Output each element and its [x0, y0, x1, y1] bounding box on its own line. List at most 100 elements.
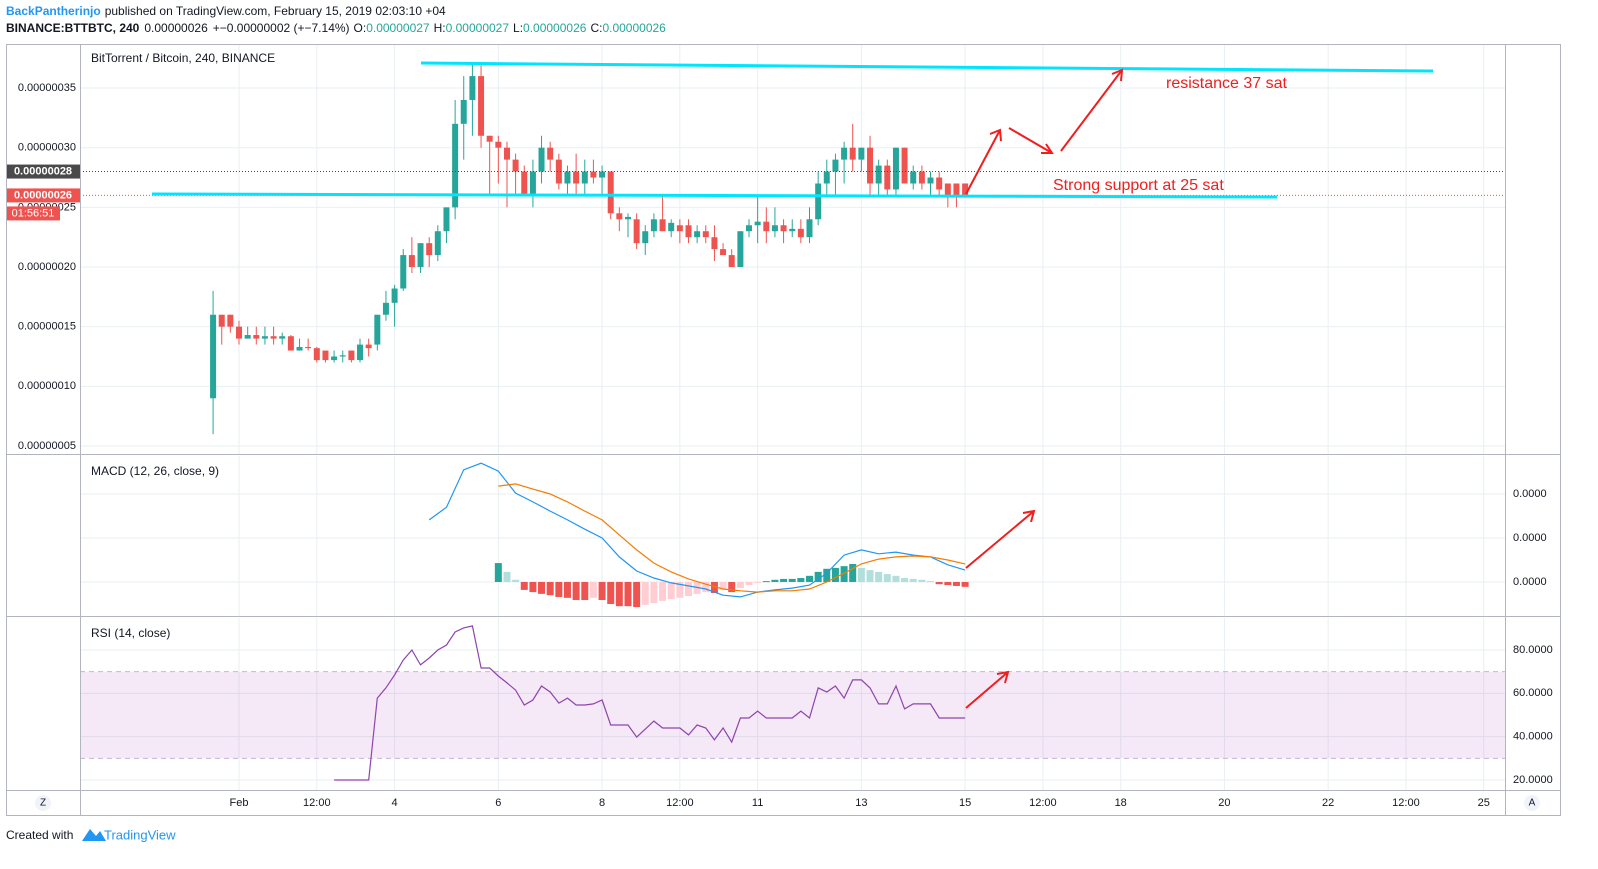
candle-body [573, 171, 580, 184]
candle-body [296, 346, 303, 351]
candle-body [642, 231, 649, 244]
y-tick-label: 0.0000 [1513, 488, 1547, 500]
histogram-bar [719, 581, 727, 590]
price-label-box [6, 188, 80, 203]
histogram-bar [797, 578, 805, 582]
candle-body [218, 314, 225, 327]
plot: 0.00000005 0.00000010 0.00000015 0.00000020… [6, 45, 1553, 809]
histogram-bar [918, 579, 926, 582]
candle-body [806, 219, 813, 238]
candle-body [875, 165, 882, 184]
candle-body [452, 123, 459, 208]
histogram-bar [762, 581, 770, 583]
histogram-bar [935, 581, 943, 585]
ohlc-value: 0.00000026 [523, 21, 587, 35]
candle-body [823, 171, 830, 184]
histogram-bar [831, 567, 839, 582]
histogram-bar [849, 563, 857, 582]
candle-body [261, 336, 268, 339]
x-tick-label: 15 [959, 797, 971, 809]
histogram-bar [840, 566, 848, 582]
candle-body [659, 219, 666, 232]
x-tick-label: 6 [495, 797, 501, 809]
x-tick-label: 12:00 [666, 797, 694, 809]
x-tick-label: 8 [599, 797, 605, 809]
candle-body [391, 288, 398, 303]
histogram-bar [685, 581, 693, 597]
x-tick-label: 11 [752, 797, 763, 809]
candle-body [711, 237, 718, 250]
y-tick-label: 0.00000035 [18, 82, 76, 94]
histogram-bar [538, 581, 546, 594]
drawings: resistance 37 sat Strong support at 25 s… [151, 61, 1434, 709]
candle-body [365, 344, 372, 349]
candle-body [322, 350, 329, 361]
candle-body [227, 314, 234, 327]
candle-body [633, 219, 640, 244]
indicator-line [428, 462, 966, 598]
price-label: 0.00000028 [14, 165, 72, 177]
histogram-bar [823, 568, 831, 582]
candle-body [745, 225, 752, 232]
author[interactable]: BackPantherinjo [6, 4, 101, 18]
x-tick-label: 13 [855, 797, 867, 809]
histogram-bar [615, 581, 623, 607]
y-tick-label: 0.00000015 [18, 321, 76, 333]
candle-body [538, 147, 545, 172]
candle-body [797, 228, 804, 238]
candle-body [426, 243, 433, 256]
histogram-bar [944, 581, 952, 586]
candle-body [495, 141, 502, 148]
histogram-bar [520, 581, 528, 590]
candle-body [858, 147, 865, 160]
candle-body [599, 171, 606, 178]
candle-body [547, 147, 554, 160]
candle-body [443, 207, 450, 232]
candle-body [668, 222, 675, 232]
footer-brand[interactable]: TradingView [104, 827, 176, 842]
y-tick-label: 80.0000 [1513, 644, 1553, 656]
histogram-bar [572, 581, 580, 601]
candle-body [789, 228, 796, 232]
candle-body [832, 159, 839, 172]
histogram-bar [702, 581, 710, 593]
candle-body [486, 135, 493, 142]
histogram-bar [806, 575, 814, 582]
candle-body [884, 165, 891, 190]
y-tick-label: 60.0000 [1513, 687, 1553, 699]
candle-body [529, 171, 536, 196]
corner-label: A [1529, 798, 1536, 809]
arrows [965, 68, 1124, 709]
price-label: 0.00000026 [14, 189, 72, 201]
y-tick-label: 0.00000010 [18, 380, 76, 392]
candle-body [694, 231, 701, 238]
symbol: BINANCE:BTTBTC, 240 [6, 21, 140, 35]
histogram-bar [788, 578, 796, 582]
candle-body [815, 183, 822, 220]
histogram-bar [581, 581, 589, 601]
candle-body [892, 147, 899, 190]
histogram-bar [546, 581, 554, 596]
x-tick-label: 25 [1478, 797, 1490, 809]
histogram-bar [589, 581, 597, 598]
histogram-bar [927, 581, 935, 583]
candle-body [867, 147, 874, 184]
candle-body [944, 183, 951, 196]
candle-body [607, 171, 614, 214]
candle-body [685, 225, 692, 238]
corner-button[interactable] [35, 795, 51, 811]
histogram-bar [780, 578, 788, 582]
histogram-bar [624, 581, 632, 607]
brand-logo [82, 829, 106, 841]
ohlc-label: O: [354, 21, 367, 35]
candle-body [357, 344, 364, 361]
corner-button[interactable] [1524, 795, 1540, 811]
candle-body [737, 231, 744, 268]
y-tick-label: 0.0000 [1513, 576, 1547, 588]
candle-body [521, 171, 528, 196]
y-tick-label: 0.0000 [1513, 532, 1547, 544]
y-tick-label: 0.00000030 [18, 142, 76, 154]
arrow [965, 670, 1010, 709]
candle-body [590, 171, 597, 178]
histogram-bar [892, 575, 900, 582]
